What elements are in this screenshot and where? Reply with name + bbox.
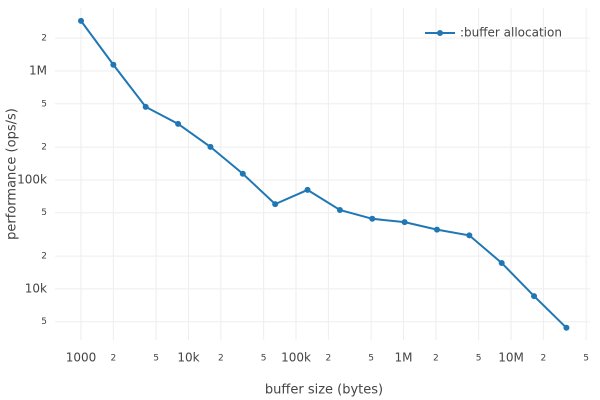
- x-tick-label: 100k: [281, 351, 311, 365]
- y-tick-label: 1M: [29, 63, 47, 77]
- x-tick-label: 5: [583, 354, 589, 364]
- y-tick-label: 5: [41, 99, 47, 109]
- y-tick-label: 5: [41, 317, 47, 327]
- data-point: [175, 120, 182, 127]
- data-point: [466, 232, 473, 239]
- data-point: [304, 186, 311, 193]
- data-point: [142, 103, 149, 110]
- x-tick-label: 5: [368, 354, 374, 364]
- x-tick-label: 10M: [498, 351, 524, 365]
- y-tick-label: 100k: [17, 172, 47, 186]
- x-tick-label: 2: [110, 354, 116, 364]
- x-axis-title: buffer size (bytes): [265, 383, 383, 398]
- data-point: [336, 206, 343, 213]
- data-point: [272, 201, 279, 208]
- data-point: [401, 219, 408, 226]
- x-tick-label: 2: [218, 354, 224, 364]
- x-tick-label: 1000: [66, 351, 97, 365]
- x-tick-label: 5: [261, 354, 267, 364]
- x-tick-label: 2: [325, 354, 331, 364]
- data-point: [563, 324, 570, 331]
- data-point: [207, 143, 214, 150]
- y-tick-label: 2: [41, 252, 47, 262]
- data-point: [498, 259, 505, 266]
- data-point: [531, 293, 538, 300]
- data-point: [110, 61, 117, 68]
- x-tick-label: 5: [476, 354, 482, 364]
- x-tick-label: 5: [153, 354, 159, 364]
- y-tick-label: 5: [41, 208, 47, 218]
- x-tick-label: 2: [433, 354, 439, 364]
- data-point: [433, 226, 440, 233]
- data-point: [369, 215, 376, 222]
- legend-marker: [437, 30, 443, 36]
- x-tick-label: 1M: [395, 351, 413, 365]
- y-tick-label: 10k: [25, 281, 47, 295]
- y-tick-label: 2: [41, 34, 47, 44]
- data-point: [77, 17, 84, 24]
- legend-label: :buffer allocation: [460, 26, 562, 40]
- x-tick-label: 10k: [177, 351, 199, 365]
- y-tick-label: 2: [41, 143, 47, 153]
- data-point: [239, 170, 246, 177]
- y-axis-title: performance (ops/s): [5, 108, 20, 240]
- x-tick-label: 2: [541, 354, 547, 364]
- data-line: [80, 20, 568, 329]
